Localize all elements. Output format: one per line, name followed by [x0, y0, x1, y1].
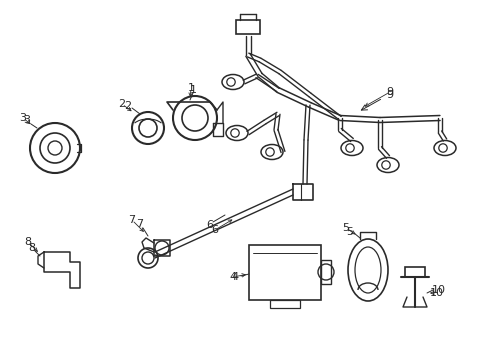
Text: 5: 5 — [342, 223, 349, 233]
Ellipse shape — [376, 158, 398, 172]
Bar — [248, 244, 320, 300]
Circle shape — [265, 148, 274, 156]
Text: 1: 1 — [187, 83, 194, 93]
Bar — [320, 260, 330, 284]
Text: 8: 8 — [28, 243, 36, 253]
Text: 4: 4 — [229, 272, 236, 282]
Ellipse shape — [222, 75, 244, 90]
Text: 6: 6 — [211, 225, 218, 235]
Text: 10: 10 — [429, 288, 443, 298]
Circle shape — [345, 144, 353, 152]
Text: 3: 3 — [23, 115, 30, 125]
Text: 1: 1 — [189, 85, 196, 95]
Text: 5: 5 — [346, 227, 353, 237]
Ellipse shape — [225, 126, 247, 140]
Text: 7: 7 — [128, 215, 135, 225]
Ellipse shape — [261, 144, 283, 159]
Text: 10: 10 — [431, 285, 445, 295]
Text: 6: 6 — [206, 220, 213, 230]
Circle shape — [381, 161, 389, 169]
Text: 9: 9 — [386, 87, 393, 97]
Text: 8: 8 — [24, 237, 32, 247]
Circle shape — [438, 144, 447, 152]
Ellipse shape — [433, 140, 455, 156]
Ellipse shape — [340, 140, 362, 156]
Text: 7: 7 — [136, 219, 143, 229]
Bar — [269, 300, 299, 307]
Bar — [236, 20, 260, 34]
Text: 4: 4 — [231, 272, 238, 282]
Circle shape — [230, 129, 239, 137]
Circle shape — [226, 78, 235, 86]
Text: 2: 2 — [124, 101, 131, 111]
Text: 2: 2 — [118, 99, 125, 109]
Bar — [404, 267, 424, 277]
Text: 3: 3 — [20, 113, 26, 123]
Text: 9: 9 — [386, 90, 393, 100]
